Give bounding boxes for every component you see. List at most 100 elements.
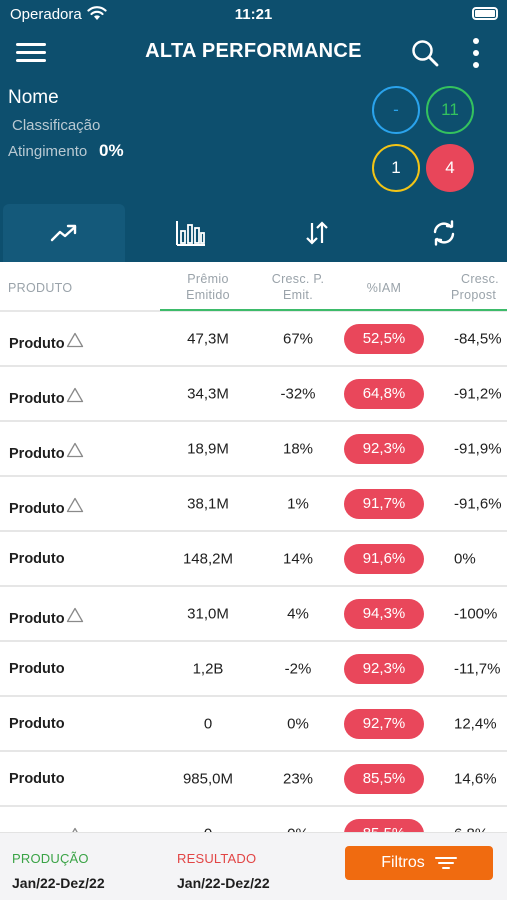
- table-row[interactable]: Produto 1,2B -2% 92,3% -11,7%: [0, 642, 507, 697]
- search-icon[interactable]: [410, 38, 440, 68]
- header-accent-line: [160, 309, 507, 311]
- warning-triangle-icon: [66, 332, 83, 347]
- hamburger-menu-icon[interactable]: [16, 40, 46, 64]
- wifi-icon: [87, 6, 107, 20]
- product-name: Produto: [9, 610, 65, 627]
- attainment-value: 0%: [99, 141, 124, 160]
- premio-emitido-cell: 34,3M: [187, 385, 229, 402]
- cresc-prop-cell: -11,7%: [454, 660, 501, 677]
- cresc-emit-cell: 18%: [282, 440, 314, 457]
- premio-emitido-cell: 1,2B: [192, 660, 224, 677]
- more-options-icon[interactable]: [468, 37, 484, 69]
- cresc-emit-cell: 4%: [287, 605, 309, 622]
- col-premio-line1: Prêmio: [187, 272, 229, 286]
- col-cresc-prop[interactable]: Cresc. Propost: [444, 271, 507, 303]
- product-name-cell: Produto: [9, 661, 65, 677]
- premio-emitido-cell: 31,0M: [187, 605, 229, 622]
- page-title: ALTA PERFORMANCE: [145, 40, 362, 62]
- col-produto[interactable]: PRODUTO: [8, 281, 73, 295]
- cresc-prop-cell: 6,8%: [440, 825, 507, 832]
- iam-badge: 91,6%: [344, 543, 424, 574]
- cresc-prop-cell: -91,9%: [454, 440, 502, 457]
- warning-triangle-icon: [66, 442, 83, 457]
- table-row[interactable]: Produto 18,9M 18% 92,3% -91,9%: [0, 422, 507, 477]
- attainment-label: Atingimento: [8, 143, 88, 160]
- badge-yellow[interactable]: 1: [372, 144, 420, 192]
- col-premio-line2: Emitido: [186, 288, 230, 302]
- table-row[interactable]: Produto 31,0M 4% 94,3% -100%: [0, 587, 507, 642]
- filter-button-label: Filtros: [381, 854, 425, 871]
- tab-trend[interactable]: [3, 204, 125, 262]
- cresc-emit-cell: 67%: [282, 330, 314, 347]
- trend-up-icon: [50, 224, 77, 242]
- col-cresc-emit[interactable]: Cresc. P. Emit.: [254, 271, 342, 303]
- premio-emitido-cell: 0: [203, 715, 213, 732]
- iam-badge: 91,7%: [344, 488, 424, 519]
- cresc-emit-cell: 14%: [282, 550, 314, 567]
- product-name-cell: Produto: [9, 827, 84, 832]
- col-cresc-prop-line1: Cresc.: [461, 272, 499, 286]
- product-name: Produto: [9, 831, 65, 832]
- cresc-emit-cell: 0%: [254, 825, 342, 832]
- tab-sort[interactable]: [256, 204, 378, 262]
- col-iam[interactable]: %IAM: [366, 281, 402, 295]
- product-name-cell: Produto: [9, 607, 84, 627]
- iam-badge: 52,5%: [344, 323, 424, 354]
- premio-emitido-cell: 47,3M: [187, 330, 229, 347]
- classification-label: Classificação: [12, 117, 101, 134]
- product-name-cell: Produto: [9, 771, 65, 787]
- production-label: PRODUÇÃO: [12, 851, 89, 866]
- cresc-prop-cell: -91,2%: [454, 385, 502, 402]
- product-name: Produto: [9, 550, 65, 567]
- product-name: Produto: [9, 770, 65, 787]
- cresc-prop-cell: -91,6%: [454, 495, 502, 512]
- product-name-cell: Produto: [9, 551, 65, 567]
- iam-badge: 92,3%: [344, 653, 424, 684]
- sort-arrows-icon: [306, 221, 328, 245]
- result-period: Jan/22-Dez/22: [177, 875, 270, 891]
- product-name-cell: Produto: [9, 332, 84, 352]
- table-row[interactable]: Produto 38,1M 1% 91,7% -91,6%: [0, 477, 507, 532]
- product-table: Produto 47,3M 67% 52,5% -84,5% Produto 34,3M -3…: [0, 312, 507, 832]
- product-name: Produto: [9, 660, 65, 677]
- product-name-cell: Produto: [9, 387, 84, 407]
- cresc-prop-cell: 0%: [454, 550, 476, 567]
- cresc-emit-cell: 0%: [287, 715, 309, 732]
- col-cresc-emit-line1: Cresc. P.: [271, 272, 325, 286]
- filter-lines-icon: [434, 857, 457, 869]
- col-cresc-emit-line2: Emit.: [283, 288, 313, 302]
- iam-badge: 92,3%: [344, 433, 424, 464]
- product-name: Produto: [9, 445, 65, 462]
- battery-icon: [472, 7, 498, 20]
- footer-bar: PRODUÇÃO Jan/22-Dez/22 RESULTADO Jan/22-…: [0, 832, 507, 900]
- table-row[interactable]: Produto 47,3M 67% 52,5% -84,5%: [0, 312, 507, 367]
- table-row[interactable]: Produto 148,2M 14% 91,6% 0%: [0, 532, 507, 587]
- col-premio-emitido[interactable]: Prêmio Emitido: [160, 271, 256, 303]
- iam-badge: 92,7%: [344, 708, 424, 739]
- table-row[interactable]: Produto 34,3M -32% 64,8% -91,2%: [0, 367, 507, 422]
- warning-triangle-icon: [66, 607, 83, 622]
- iam-badge: 64,8%: [344, 378, 424, 409]
- clock: 11:21: [234, 6, 273, 23]
- premio-emitido-cell: 985,0M: [182, 770, 234, 787]
- badge-green[interactable]: 11: [426, 86, 474, 134]
- product-name: Produto: [9, 390, 65, 407]
- warning-triangle-icon: [66, 497, 83, 512]
- badge-blue[interactable]: -: [372, 86, 420, 134]
- app-header: Operadora 11:21 ALTA PERFORMANCE Nome Cl…: [0, 0, 507, 262]
- cresc-emit-cell: 23%: [282, 770, 314, 787]
- product-name: Produto: [9, 715, 65, 732]
- product-name: Produto: [9, 335, 65, 352]
- cresc-prop-cell: -84,5%: [454, 330, 502, 347]
- cresc-prop-cell: 12,4%: [454, 715, 497, 732]
- filter-button[interactable]: Filtros: [345, 846, 493, 880]
- status-bar: Operadora 11:21: [0, 0, 507, 28]
- table-header: PRODUTO Prêmio Emitido Cresc. P. Emit. %…: [0, 262, 507, 312]
- cresc-emit-cell: 1%: [287, 495, 309, 512]
- table-row[interactable]: Produto 985,0M 23% 85,5% 14,6%: [0, 752, 507, 807]
- tab-refresh[interactable]: [383, 204, 505, 262]
- badge-red[interactable]: 4: [426, 144, 474, 192]
- table-row[interactable]: Produto 0 0% 92,7% 12,4%: [0, 697, 507, 752]
- table-row[interactable]: Produto 00%85,5% 6,8%: [0, 807, 507, 832]
- tab-bar-chart[interactable]: [130, 204, 252, 262]
